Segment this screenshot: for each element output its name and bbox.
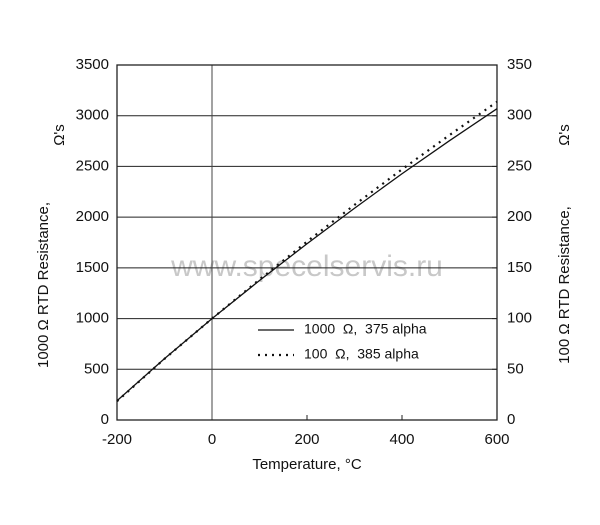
x-tick-label: 0 bbox=[208, 431, 216, 448]
x-tick-label: 600 bbox=[484, 431, 509, 448]
y-tick-label: 2500 bbox=[76, 157, 109, 174]
y2-axis-label: 100 Ω RTD Resistance, bbox=[556, 206, 573, 364]
x-tick-label: 400 bbox=[389, 431, 414, 448]
y2-tick-label: 150 bbox=[507, 259, 532, 276]
series-line bbox=[116, 100, 498, 403]
y2-tick-label: 0 bbox=[507, 411, 515, 428]
x-tick-label: 200 bbox=[294, 431, 319, 448]
legend-label: 1000 Ω, 375 alpha bbox=[304, 321, 427, 337]
y2-tick-label: 300 bbox=[507, 107, 532, 124]
y-tick-label: 2000 bbox=[76, 208, 109, 225]
x-axis-label: Temperature, °C bbox=[252, 456, 362, 473]
legend-label: 100 Ω, 385 alpha bbox=[304, 346, 419, 362]
y-tick-label: 500 bbox=[84, 360, 109, 377]
y2-tick-label: 350 bbox=[507, 56, 532, 73]
x-tick-label: -200 bbox=[102, 431, 132, 448]
y2-tick-label: 100 bbox=[507, 310, 532, 327]
y-tick-label: 0 bbox=[101, 411, 109, 428]
y-axis-unit: Ω's bbox=[51, 124, 68, 146]
y-tick-label: 1500 bbox=[76, 259, 109, 276]
plot-frame bbox=[116, 64, 498, 421]
watermark: www.specelservis.ru bbox=[170, 250, 443, 283]
y-axis-label: 1000 Ω RTD Resistance, bbox=[35, 202, 52, 368]
y-tick-label: 3500 bbox=[76, 56, 109, 73]
y-tick-label: 3000 bbox=[76, 107, 109, 124]
y2-tick-label: 200 bbox=[507, 208, 532, 225]
y-tick-label: 1000 bbox=[76, 310, 109, 327]
y2-tick-label: 250 bbox=[507, 157, 532, 174]
y2-tick-label: 50 bbox=[507, 360, 524, 377]
y2-axis-unit: Ω's bbox=[556, 124, 573, 146]
